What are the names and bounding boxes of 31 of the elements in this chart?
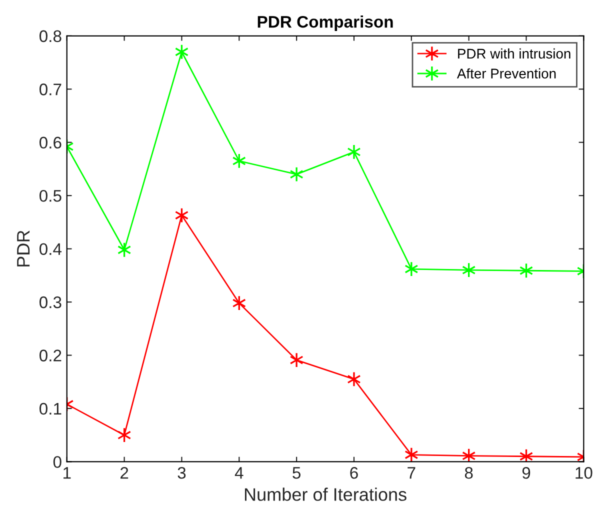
x-tick-label: 2 — [120, 467, 128, 479]
x-tick-label: 9 — [522, 467, 530, 479]
x-tick-label: 1 — [64, 467, 71, 479]
y-tick-label: 0.1 — [40, 402, 62, 415]
point — [404, 447, 418, 462]
y-tick-label: 0 — [53, 456, 62, 468]
y-axis-title: PDR — [17, 230, 30, 266]
y-tick-label: 0.3 — [40, 296, 62, 308]
legend-label: PDR with intrusion — [458, 48, 570, 59]
x-tick-label: 7 — [408, 467, 416, 479]
y-tick-label: 0.2 — [40, 350, 62, 362]
point — [462, 448, 476, 462]
chart-title: PDR Comparison — [258, 16, 393, 32]
point — [290, 166, 304, 182]
y-tick-label: 0.5 — [40, 190, 62, 202]
point — [347, 144, 361, 160]
y-tick-label: 0.8 — [40, 30, 62, 42]
y-tick-label: 0.7 — [40, 84, 62, 96]
x-axis-title: Number of Iterations — [244, 488, 406, 501]
x-tick-label: 6 — [350, 467, 358, 479]
x-tick-label: 3 — [178, 467, 186, 479]
y-tick-label: 0.4 — [40, 243, 62, 256]
x-tick-label: 10 — [576, 467, 592, 479]
point — [347, 371, 361, 387]
y-tick-label: 0.6 — [40, 136, 62, 149]
point — [290, 352, 304, 368]
x-tick-label: 4 — [234, 467, 244, 479]
x-tick-label: 5 — [292, 467, 301, 479]
legend-label: After Prevention — [456, 68, 556, 79]
point — [519, 448, 534, 462]
x-tick-label: 8 — [464, 467, 473, 479]
